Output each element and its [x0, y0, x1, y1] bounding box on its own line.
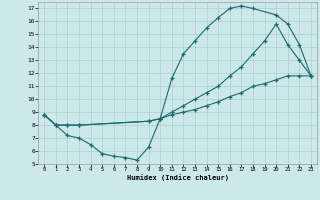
- X-axis label: Humidex (Indice chaleur): Humidex (Indice chaleur): [127, 174, 228, 181]
